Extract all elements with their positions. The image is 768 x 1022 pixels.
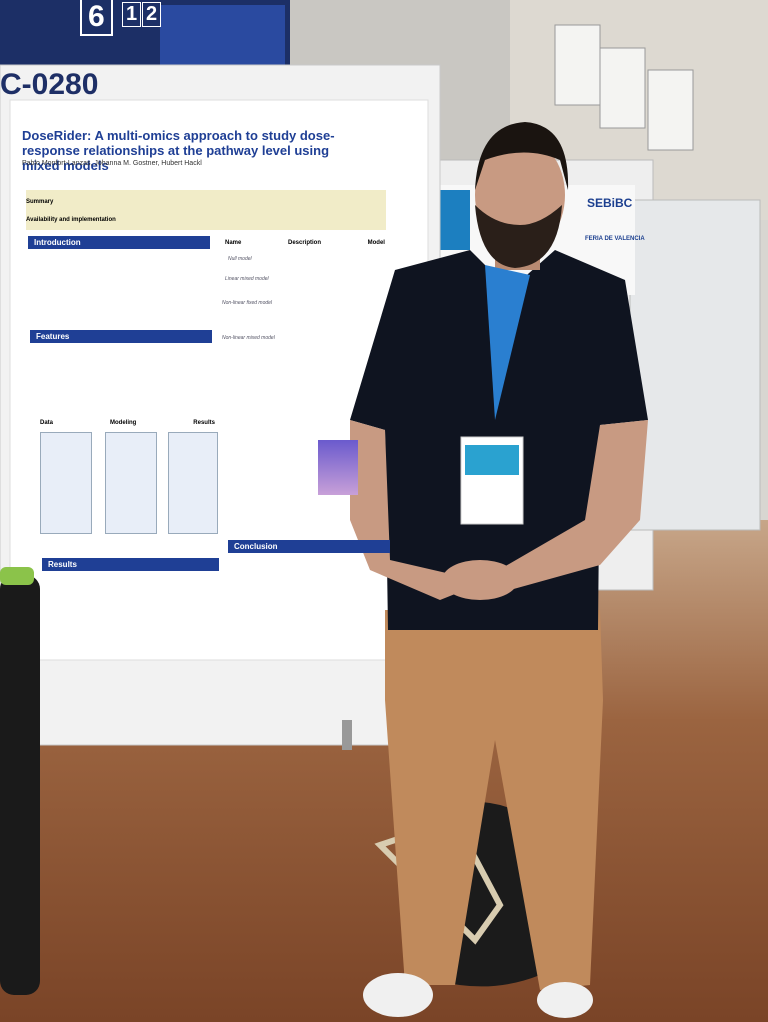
table-header-cell: Model (367, 240, 385, 246)
lanyard (485, 265, 530, 420)
model-name: Linear mixed model (225, 276, 269, 282)
back-board (629, 199, 761, 531)
shoe (537, 982, 593, 1018)
beard (475, 205, 562, 268)
table-header-cell: Name (225, 240, 242, 246)
arm-left (350, 420, 465, 600)
window (647, 69, 694, 151)
section-heading: Features (30, 330, 212, 343)
arm-right (490, 420, 648, 590)
summary-box: Summary Availability and implementation (26, 190, 386, 230)
hall-number: 6 (80, 0, 113, 36)
poster-title: DoseRider: A multi-omics approach to stu… (22, 128, 335, 173)
model-name: Non-linear mixed model (222, 335, 275, 341)
section-heading: Introduction (28, 236, 210, 249)
workflow-box (168, 432, 218, 534)
board-code: C-0280 (0, 68, 99, 101)
back-poster-brand: SEBiBC (587, 196, 633, 210)
table-header-cell: Description (287, 240, 321, 246)
back-poster-venue: FERIA DE VALENCIA (585, 236, 645, 242)
back-poster-band (440, 190, 470, 250)
poster-authors: Pablo Monfort-Lanzas, Johanna M. Gostner… (22, 160, 202, 167)
poster-tube (0, 575, 40, 995)
badge-header (465, 445, 519, 475)
workflow-step: Results (193, 420, 215, 426)
workflow-box (40, 432, 92, 534)
section-heading: Conclusion (228, 540, 390, 553)
summary-label: Summary (26, 199, 54, 205)
workflow: Data Modeling Results (40, 420, 215, 426)
workflow-step: Modeling (109, 420, 137, 426)
window (599, 47, 646, 129)
model-name: Null model (228, 256, 252, 262)
section-heading: Results (42, 558, 219, 571)
hair (475, 122, 569, 190)
shoe (363, 973, 433, 1017)
row-number: 1 (122, 2, 142, 27)
hands (442, 560, 518, 600)
workflow-box (105, 432, 157, 534)
heatmap (318, 440, 358, 495)
trousers (385, 610, 603, 990)
table-header: Name Description Model (225, 240, 385, 246)
board-leg (342, 720, 352, 750)
model-name: Non-linear fixed model (222, 300, 273, 306)
seat-number: 2 (142, 2, 162, 27)
window (554, 24, 601, 106)
availability-label: Availability and implementation (26, 217, 116, 223)
tube-cap (0, 567, 34, 585)
workflow-step: Data (40, 420, 54, 426)
